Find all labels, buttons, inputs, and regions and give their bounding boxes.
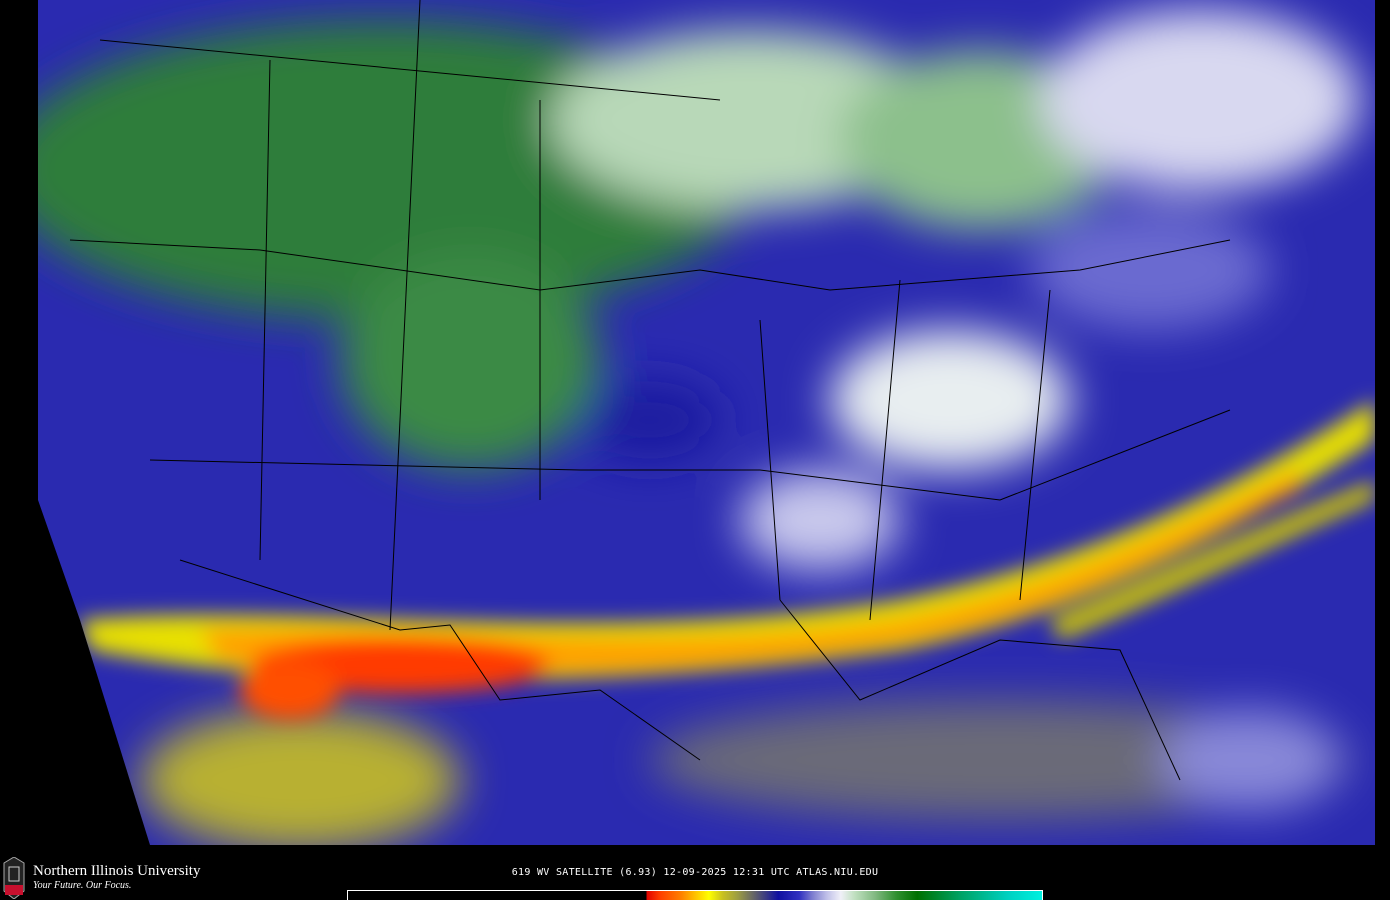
image-caption: 619 WV SATELLITE (6.93) 12-09-2025 12:31… [511, 867, 879, 878]
color-scale-bar [347, 890, 1043, 900]
niu-logo [3, 857, 25, 899]
university-name: Northern Illinois University [33, 863, 201, 879]
state-borders [69, 0, 1231, 781]
satellite-map [38, 0, 1375, 845]
university-tagline: Your Future. Our Focus. [33, 880, 132, 891]
